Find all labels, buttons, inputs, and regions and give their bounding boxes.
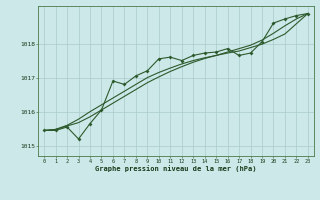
X-axis label: Graphe pression niveau de la mer (hPa): Graphe pression niveau de la mer (hPa) [95, 166, 257, 172]
